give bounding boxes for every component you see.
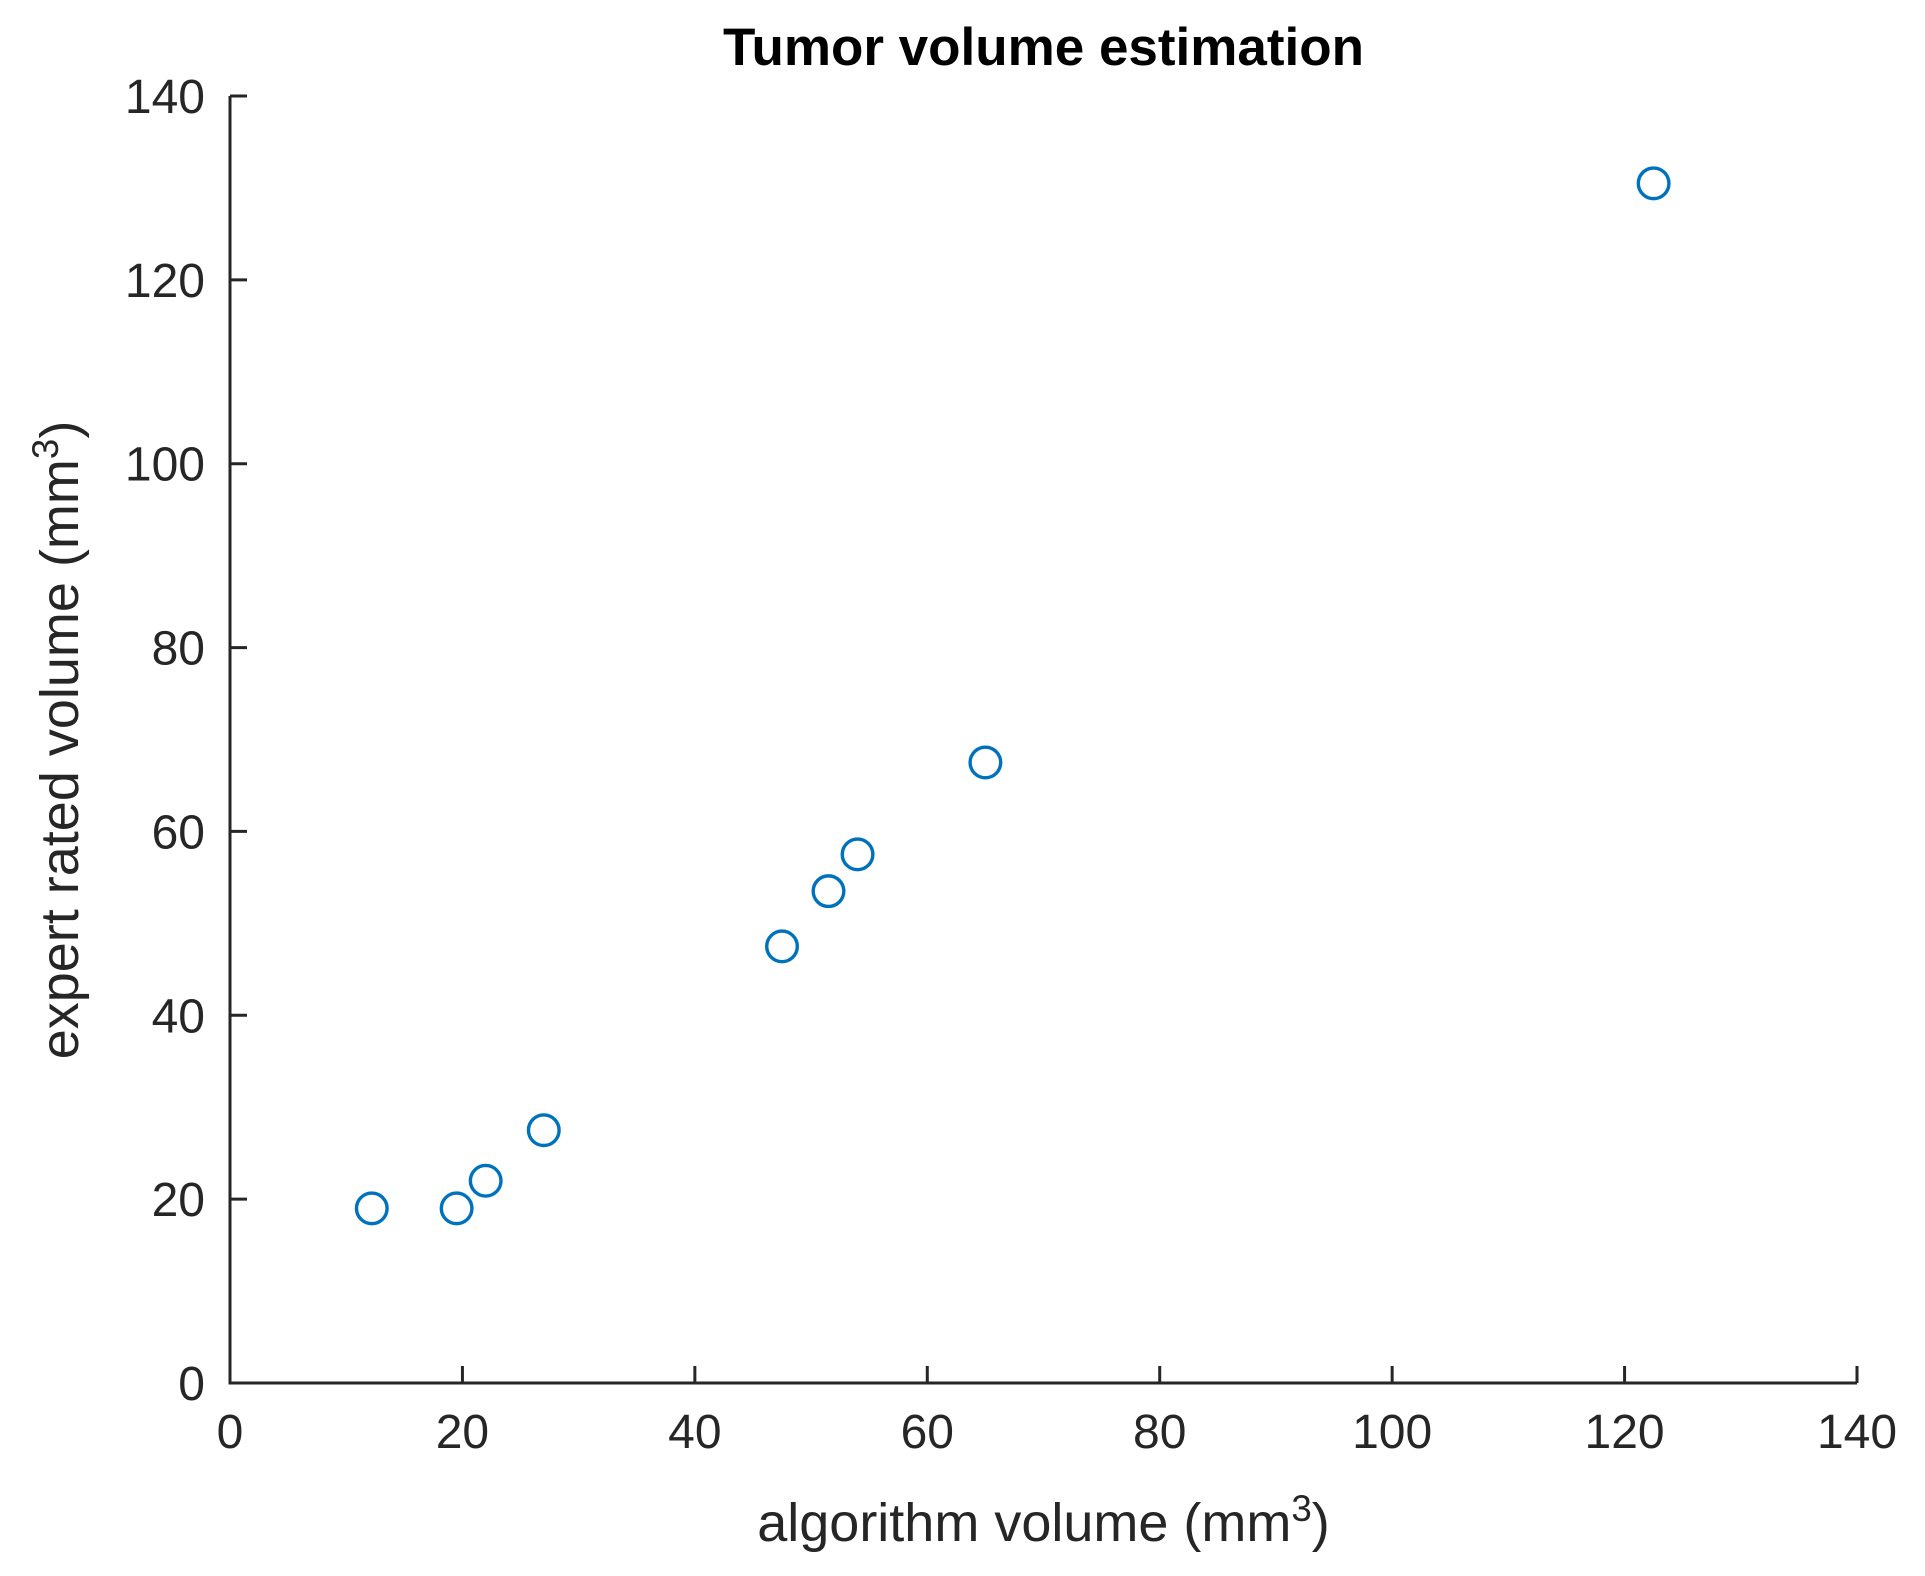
- data-point: [526, 1113, 561, 1148]
- data-point: [354, 1191, 389, 1226]
- y-tick-label: 60: [152, 806, 205, 859]
- y-axis-label-text: expert rated volume (mm: [30, 459, 90, 1060]
- y-axis-label-superscript: 3: [24, 438, 66, 460]
- data-point: [1636, 166, 1671, 201]
- y-tick-label: 20: [152, 1174, 205, 1227]
- y-tick-label: 100: [125, 439, 205, 492]
- data-point: [968, 745, 1003, 780]
- x-axis-label-text: algorithm volume (mm: [757, 1493, 1292, 1553]
- data-point: [811, 874, 846, 909]
- chart-title: Tumor volume estimation: [723, 18, 1364, 77]
- x-tick-label: 60: [901, 1406, 954, 1459]
- x-tick-label: 20: [436, 1406, 489, 1459]
- data-point: [439, 1191, 474, 1226]
- y-tick-label: 0: [178, 1358, 205, 1411]
- y-tick-label: 140: [125, 71, 205, 124]
- x-tick-label: 40: [668, 1406, 721, 1459]
- data-point: [765, 929, 800, 964]
- data-point: [840, 837, 875, 872]
- x-tick-label: 140: [1817, 1406, 1897, 1459]
- x-tick-label: 0: [217, 1406, 244, 1459]
- x-tick-label: 120: [1585, 1406, 1665, 1459]
- y-tick-label: 120: [125, 255, 205, 308]
- x-axis-label: algorithm volume (mm3): [230, 1490, 1857, 1553]
- x-axis-label-superscript: 3: [1291, 1487, 1312, 1529]
- data-point: [468, 1163, 503, 1198]
- x-axis-label-suffix: ): [1311, 1493, 1330, 1553]
- y-axis-label: expert rated volume (mm3): [25, 420, 90, 1060]
- y-tick-label: 80: [152, 623, 205, 676]
- y-axis-label-suffix: ): [30, 420, 90, 439]
- y-tick-label: 40: [152, 990, 205, 1043]
- x-tick-label: 80: [1133, 1406, 1186, 1459]
- x-tick-label: 100: [1352, 1406, 1432, 1459]
